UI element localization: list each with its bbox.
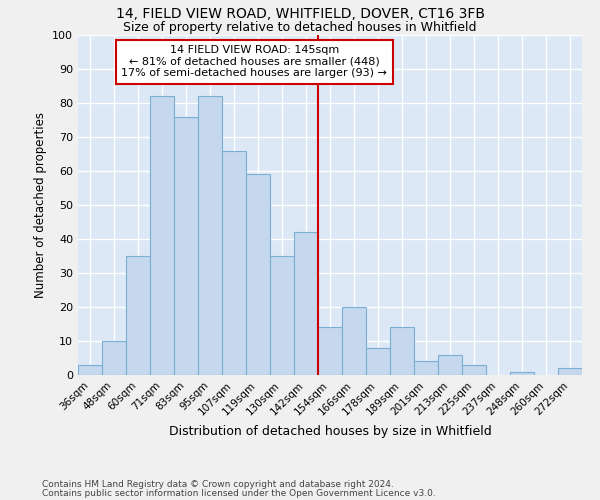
Bar xyxy=(102,341,126,375)
Bar xyxy=(174,116,198,375)
Bar xyxy=(318,328,342,375)
Text: Contains public sector information licensed under the Open Government Licence v3: Contains public sector information licen… xyxy=(42,489,436,498)
Bar xyxy=(390,328,414,375)
Bar xyxy=(438,354,462,375)
Y-axis label: Number of detached properties: Number of detached properties xyxy=(34,112,47,298)
Bar xyxy=(198,96,222,375)
Bar xyxy=(78,365,102,375)
Bar xyxy=(510,372,534,375)
Bar xyxy=(246,174,270,375)
Text: 14, FIELD VIEW ROAD, WHITFIELD, DOVER, CT16 3FB: 14, FIELD VIEW ROAD, WHITFIELD, DOVER, C… xyxy=(115,8,485,22)
Text: Contains HM Land Registry data © Crown copyright and database right 2024.: Contains HM Land Registry data © Crown c… xyxy=(42,480,394,489)
Bar xyxy=(150,96,174,375)
Bar xyxy=(222,150,246,375)
Bar xyxy=(462,365,486,375)
X-axis label: Distribution of detached houses by size in Whitfield: Distribution of detached houses by size … xyxy=(169,425,491,438)
Bar xyxy=(126,256,150,375)
Bar xyxy=(366,348,390,375)
Bar xyxy=(558,368,582,375)
Text: 14 FIELD VIEW ROAD: 145sqm
← 81% of detached houses are smaller (448)
17% of sem: 14 FIELD VIEW ROAD: 145sqm ← 81% of deta… xyxy=(121,45,388,78)
Bar xyxy=(294,232,318,375)
Bar xyxy=(270,256,294,375)
Text: Size of property relative to detached houses in Whitfield: Size of property relative to detached ho… xyxy=(123,21,477,34)
Bar xyxy=(342,307,366,375)
Bar xyxy=(414,362,438,375)
